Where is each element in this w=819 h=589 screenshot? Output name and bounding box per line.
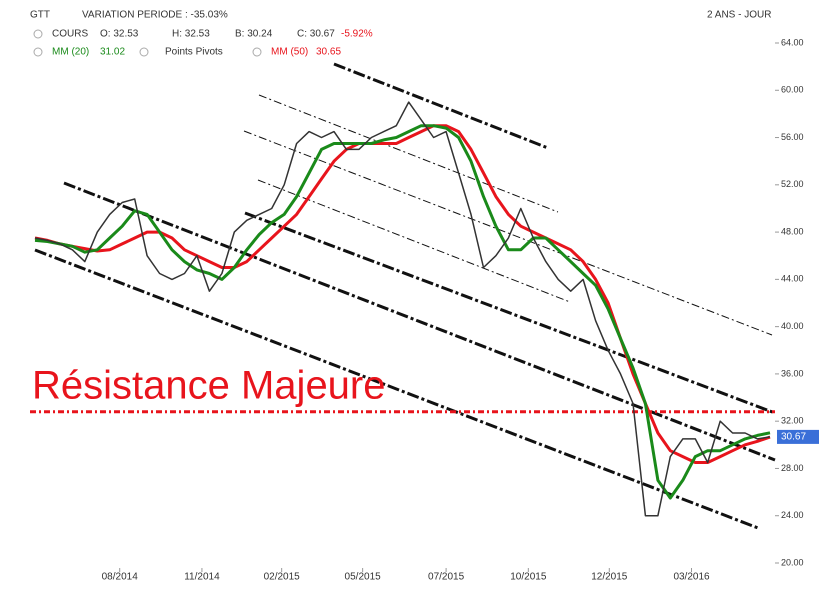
gear-icon[interactable] xyxy=(252,47,262,57)
trend-line xyxy=(63,181,776,462)
gear-icon[interactable] xyxy=(139,47,149,57)
chart-title: GTT xyxy=(30,10,50,21)
y-tick-label: 44.00 xyxy=(781,274,804,284)
y-tick-label: 56.00 xyxy=(781,132,804,142)
legend-change: -5.92% xyxy=(341,29,373,40)
trend-line xyxy=(244,211,776,415)
y-tick-label: 40.00 xyxy=(781,321,804,331)
x-tick-label: 03/2016 xyxy=(673,572,710,583)
trend-line xyxy=(333,62,549,150)
legend-close: C: 30.67 xyxy=(297,29,335,40)
y-tick-label: 24.00 xyxy=(781,510,804,520)
legend-ma20: MM (20) xyxy=(52,47,89,58)
variation: VARIATION PERIODE : -35.03% xyxy=(82,10,228,21)
trend-line xyxy=(258,94,559,213)
gear-icon[interactable] xyxy=(33,47,43,57)
legend-ma50: MM (50) xyxy=(271,47,308,58)
x-tick-label: 08/2014 xyxy=(102,572,139,583)
trend-line xyxy=(257,179,571,303)
y-tick-label: 28.00 xyxy=(781,463,804,473)
x-tick-label: 02/2015 xyxy=(264,572,301,583)
series-line xyxy=(34,124,771,500)
legend-low: B: 30.24 xyxy=(235,29,273,40)
legend-pivots: Points Pivots xyxy=(165,47,223,58)
y-tick-label: 52.00 xyxy=(781,179,804,189)
y-tick-label: 36.00 xyxy=(781,368,804,378)
x-tick-label: 07/2015 xyxy=(428,572,465,583)
legend-high: H: 32.53 xyxy=(172,29,210,40)
trend-line xyxy=(34,248,759,530)
y-tick-label: 64.00 xyxy=(781,37,804,47)
price-tag xyxy=(777,429,819,444)
price-tag-label: 30.67 xyxy=(781,432,806,443)
period: 2 ANS - JOUR xyxy=(707,10,771,21)
trend-lines xyxy=(34,62,776,530)
series-line xyxy=(34,101,771,517)
legend-open: O: 32.53 xyxy=(100,29,139,40)
trend-line xyxy=(243,130,773,336)
x-tick-label: 12/2015 xyxy=(591,572,628,583)
y-tick-label: 32.00 xyxy=(781,416,804,426)
gear-icon[interactable] xyxy=(33,29,43,39)
y-tick-label: 48.00 xyxy=(781,226,804,236)
y-tick-label: 20.00 xyxy=(781,557,804,567)
annotation: Résistance Majeure xyxy=(32,364,386,408)
legend-price: COURS xyxy=(52,29,88,40)
x-tick-label: 10/2015 xyxy=(510,572,547,583)
y-tick-label: 60.00 xyxy=(781,85,804,95)
x-tick-label: 11/2014 xyxy=(184,572,220,583)
legend-ma20-value: 31.02 xyxy=(100,47,125,58)
legend: COURS O: 32.53 H: 32.53 B: 30.24 C: 30.6… xyxy=(33,29,373,58)
legend-ma50-value: 30.65 xyxy=(316,47,341,58)
x-tick-label: 05/2015 xyxy=(345,572,382,583)
